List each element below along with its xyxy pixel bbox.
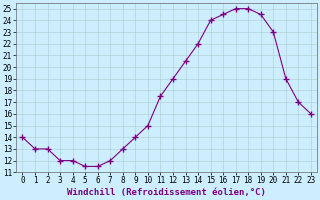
X-axis label: Windchill (Refroidissement éolien,°C): Windchill (Refroidissement éolien,°C): [67, 188, 266, 197]
